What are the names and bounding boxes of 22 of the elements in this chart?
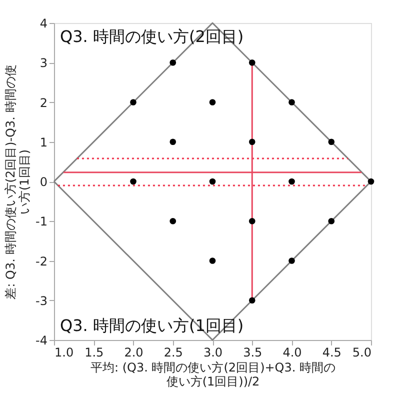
y-tick-label: 2 xyxy=(40,96,48,110)
annotation: Q3. 時間の使い方(1回目) xyxy=(60,316,244,335)
x-tick-label: 2.5 xyxy=(164,346,183,360)
x-tick-label: 4.5 xyxy=(322,346,342,360)
y-tick-label: 1 xyxy=(40,135,48,150)
y-tick-label: 0 xyxy=(40,175,48,189)
x-axis-title: 平均: (Q3. 時間の使い方(2回目)+Q3. 時間の使い方(1回目))/2 xyxy=(90,360,336,388)
y-tick-label: -4 xyxy=(36,334,48,348)
x-tick-label: 1.0 xyxy=(54,346,74,360)
y-tick-label: -3 xyxy=(36,294,48,308)
x-tick-label: 4.0 xyxy=(282,346,302,360)
x-tick-label: 2.0 xyxy=(124,346,144,360)
x-tick-label: 5.0 xyxy=(352,346,372,360)
y-tick-label: 3 xyxy=(40,56,48,70)
y-tick-label: 4 xyxy=(40,16,48,30)
x-tick-label: 3.5 xyxy=(243,346,262,360)
x-tick-label: 1.5 xyxy=(84,346,104,360)
y-tick-label: -1 xyxy=(36,214,48,229)
y-axis-title: 差: Q3. 時間の使い方(2回目)-Q3. 時間の使い方(1回目) xyxy=(4,64,32,300)
y-tick-label: -2 xyxy=(36,254,48,268)
x-tick-label: 3.0 xyxy=(203,346,223,360)
annotation: Q3. 時間の使い方(2回目) xyxy=(60,27,244,46)
